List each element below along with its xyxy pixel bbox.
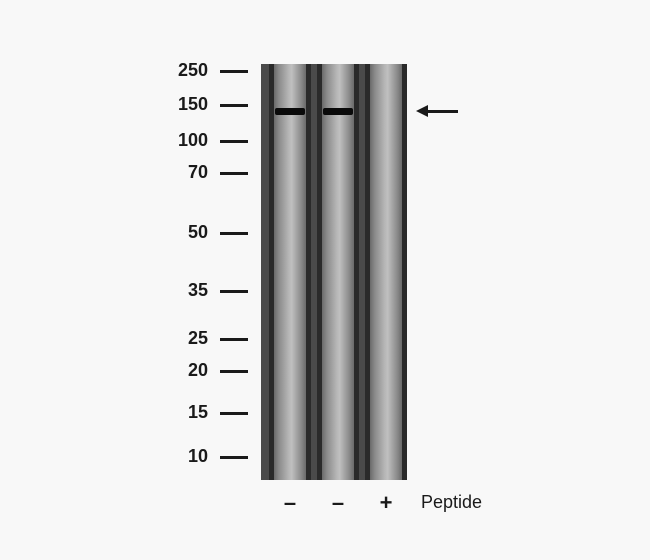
mw-tick-100 [220, 140, 248, 143]
lane3-label: + [371, 490, 401, 516]
mw-label-50: 50 [168, 222, 208, 243]
lane1-label: – [275, 490, 305, 516]
mw-label-15: 15 [168, 402, 208, 423]
lane2 [322, 64, 354, 480]
lane3 [370, 64, 402, 480]
lane1 [274, 64, 306, 480]
arrow-line-icon [426, 110, 458, 113]
mw-tick-50 [220, 232, 248, 235]
mw-label-25: 25 [168, 328, 208, 349]
mw-tick-250 [220, 70, 248, 73]
mw-tick-25 [220, 338, 248, 341]
lane1-border-right [306, 64, 311, 480]
peptide-label: Peptide [421, 492, 482, 513]
mw-label-20: 20 [168, 360, 208, 381]
lane2-band [323, 108, 353, 115]
mw-tick-15 [220, 412, 248, 415]
mw-tick-20 [220, 370, 248, 373]
mw-label-150: 150 [168, 94, 208, 115]
mw-label-250: 250 [168, 60, 208, 81]
lane2-border-right [354, 64, 359, 480]
mw-label-10: 10 [168, 446, 208, 467]
mw-tick-150 [220, 104, 248, 107]
mw-label-35: 35 [168, 280, 208, 301]
mw-tick-35 [220, 290, 248, 293]
mw-label-100: 100 [168, 130, 208, 151]
mw-tick-70 [220, 172, 248, 175]
lane3-border-right [402, 64, 407, 480]
lane2-label: – [323, 490, 353, 516]
mw-tick-10 [220, 456, 248, 459]
figure-container: 250 150 100 70 50 35 25 20 15 10 – – [0, 0, 650, 560]
mw-label-70: 70 [168, 162, 208, 183]
lane1-band [275, 108, 305, 115]
